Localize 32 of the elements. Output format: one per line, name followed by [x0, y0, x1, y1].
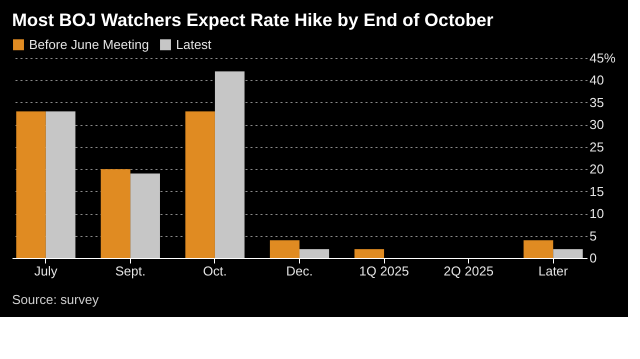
x-tick-label: Sept.: [115, 264, 146, 278]
bar: [553, 249, 583, 258]
x-tick-label: July: [34, 264, 58, 278]
y-tick-label: 0: [590, 250, 597, 266]
y-tick-label: 45%: [590, 50, 616, 66]
y-tick-label: 5: [590, 228, 597, 244]
bar: [270, 240, 300, 258]
bar: [214, 71, 245, 258]
y-tick-label: 20: [590, 162, 604, 177]
y-tick-label: 40: [590, 72, 604, 88]
y-tick-label: 25: [590, 139, 604, 154]
x-tick-label: 2Q 2025: [444, 264, 494, 278]
bar: [46, 111, 76, 258]
x-tick-label: 1Q 2025: [359, 264, 409, 278]
bar: [524, 240, 554, 258]
y-tick-label: 35: [590, 94, 604, 110]
bar: [185, 111, 215, 258]
y-tick-label: 15: [590, 184, 604, 199]
bar: [300, 249, 330, 258]
x-tick-label: Later: [538, 264, 569, 278]
legend-label: Latest: [176, 36, 212, 52]
chart-title: Most BOJ Watchers Expect Rate Hike by End of October: [12, 10, 494, 30]
legend-label: Before June Meeting: [29, 36, 149, 52]
x-tick-label: Oct.: [203, 264, 227, 278]
x-tick-label: Dec.: [286, 264, 313, 278]
bar: [100, 169, 130, 258]
bar: [354, 249, 384, 258]
bar: [16, 111, 46, 258]
bar: [130, 174, 160, 258]
y-tick-label: 10: [590, 206, 604, 222]
y-tick-label: 30: [590, 117, 604, 132]
source-note: Source: survey: [12, 292, 100, 307]
